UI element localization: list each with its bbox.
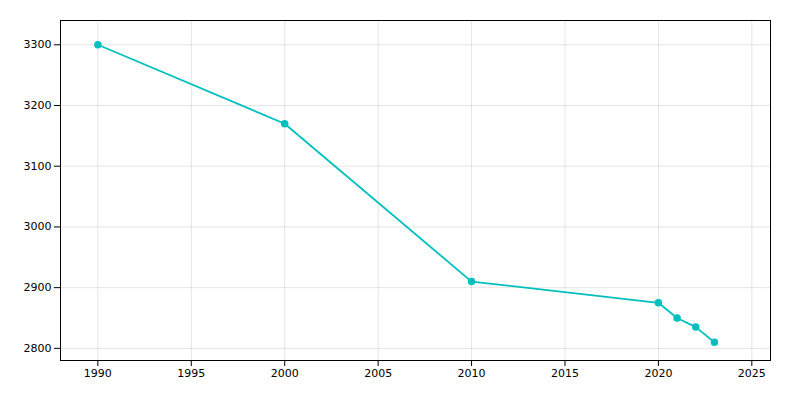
svg-text:2025: 2025: [738, 367, 766, 380]
svg-text:3200: 3200: [24, 99, 52, 112]
svg-text:2020: 2020: [644, 367, 672, 380]
svg-text:3300: 3300: [24, 38, 52, 51]
svg-text:2010: 2010: [458, 367, 486, 380]
svg-text:2000: 2000: [271, 367, 299, 380]
svg-text:2015: 2015: [551, 367, 579, 380]
svg-text:2900: 2900: [24, 281, 52, 294]
svg-text:3000: 3000: [24, 220, 52, 233]
svg-text:3100: 3100: [24, 160, 52, 173]
svg-text:2005: 2005: [364, 367, 392, 380]
svg-text:1995: 1995: [177, 367, 205, 380]
svg-text:2800: 2800: [24, 342, 52, 355]
svg-text:1990: 1990: [84, 367, 112, 380]
